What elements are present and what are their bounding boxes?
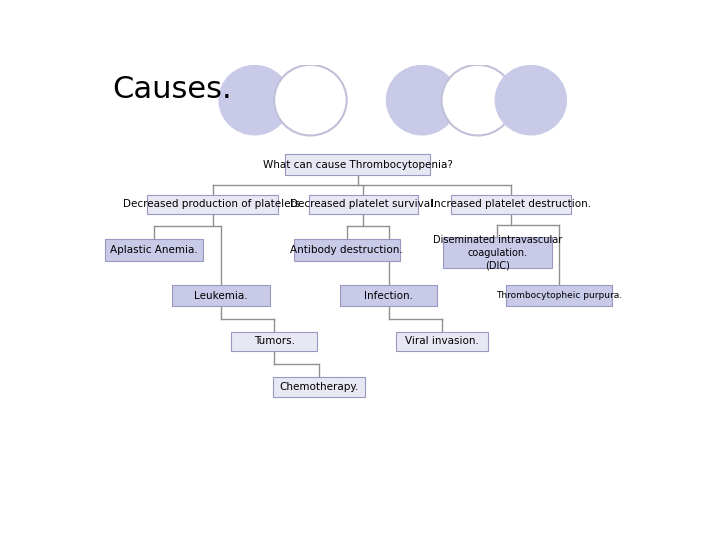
Text: Decreased production of platelets.: Decreased production of platelets.: [122, 199, 303, 209]
Ellipse shape: [495, 65, 567, 136]
FancyBboxPatch shape: [443, 237, 552, 268]
FancyBboxPatch shape: [451, 194, 571, 214]
Ellipse shape: [441, 65, 514, 136]
Text: Viral invasion.: Viral invasion.: [405, 336, 479, 346]
Text: Leukemia.: Leukemia.: [194, 291, 248, 301]
Text: Aplastic Anemia.: Aplastic Anemia.: [110, 245, 198, 255]
Text: Chemotherapy.: Chemotherapy.: [279, 382, 359, 392]
Text: Thrombocytopheic purpura.: Thrombocytopheic purpura.: [495, 291, 622, 300]
Text: Causes.: Causes.: [112, 75, 232, 104]
FancyBboxPatch shape: [505, 285, 612, 306]
FancyBboxPatch shape: [273, 377, 365, 396]
FancyBboxPatch shape: [172, 285, 270, 306]
Text: Antibody destruction.: Antibody destruction.: [290, 245, 403, 255]
Ellipse shape: [386, 65, 458, 136]
FancyBboxPatch shape: [294, 239, 400, 261]
FancyBboxPatch shape: [395, 332, 487, 351]
Ellipse shape: [274, 65, 346, 136]
FancyBboxPatch shape: [340, 285, 437, 306]
FancyBboxPatch shape: [105, 239, 203, 261]
FancyBboxPatch shape: [309, 194, 418, 214]
FancyBboxPatch shape: [285, 154, 431, 176]
FancyBboxPatch shape: [231, 332, 318, 351]
Text: Decreased platelet survival.: Decreased platelet survival.: [290, 199, 436, 209]
Text: Diseminated intravascular
coagulation.
(DIC): Diseminated intravascular coagulation. (…: [433, 235, 562, 270]
Text: Infection.: Infection.: [364, 291, 413, 301]
Text: Increased platelet destruction.: Increased platelet destruction.: [431, 199, 591, 209]
Text: Tumors.: Tumors.: [253, 336, 294, 346]
Ellipse shape: [218, 65, 291, 136]
Text: What can cause Thrombocytopenia?: What can cause Thrombocytopenia?: [263, 160, 453, 170]
FancyBboxPatch shape: [147, 194, 279, 214]
